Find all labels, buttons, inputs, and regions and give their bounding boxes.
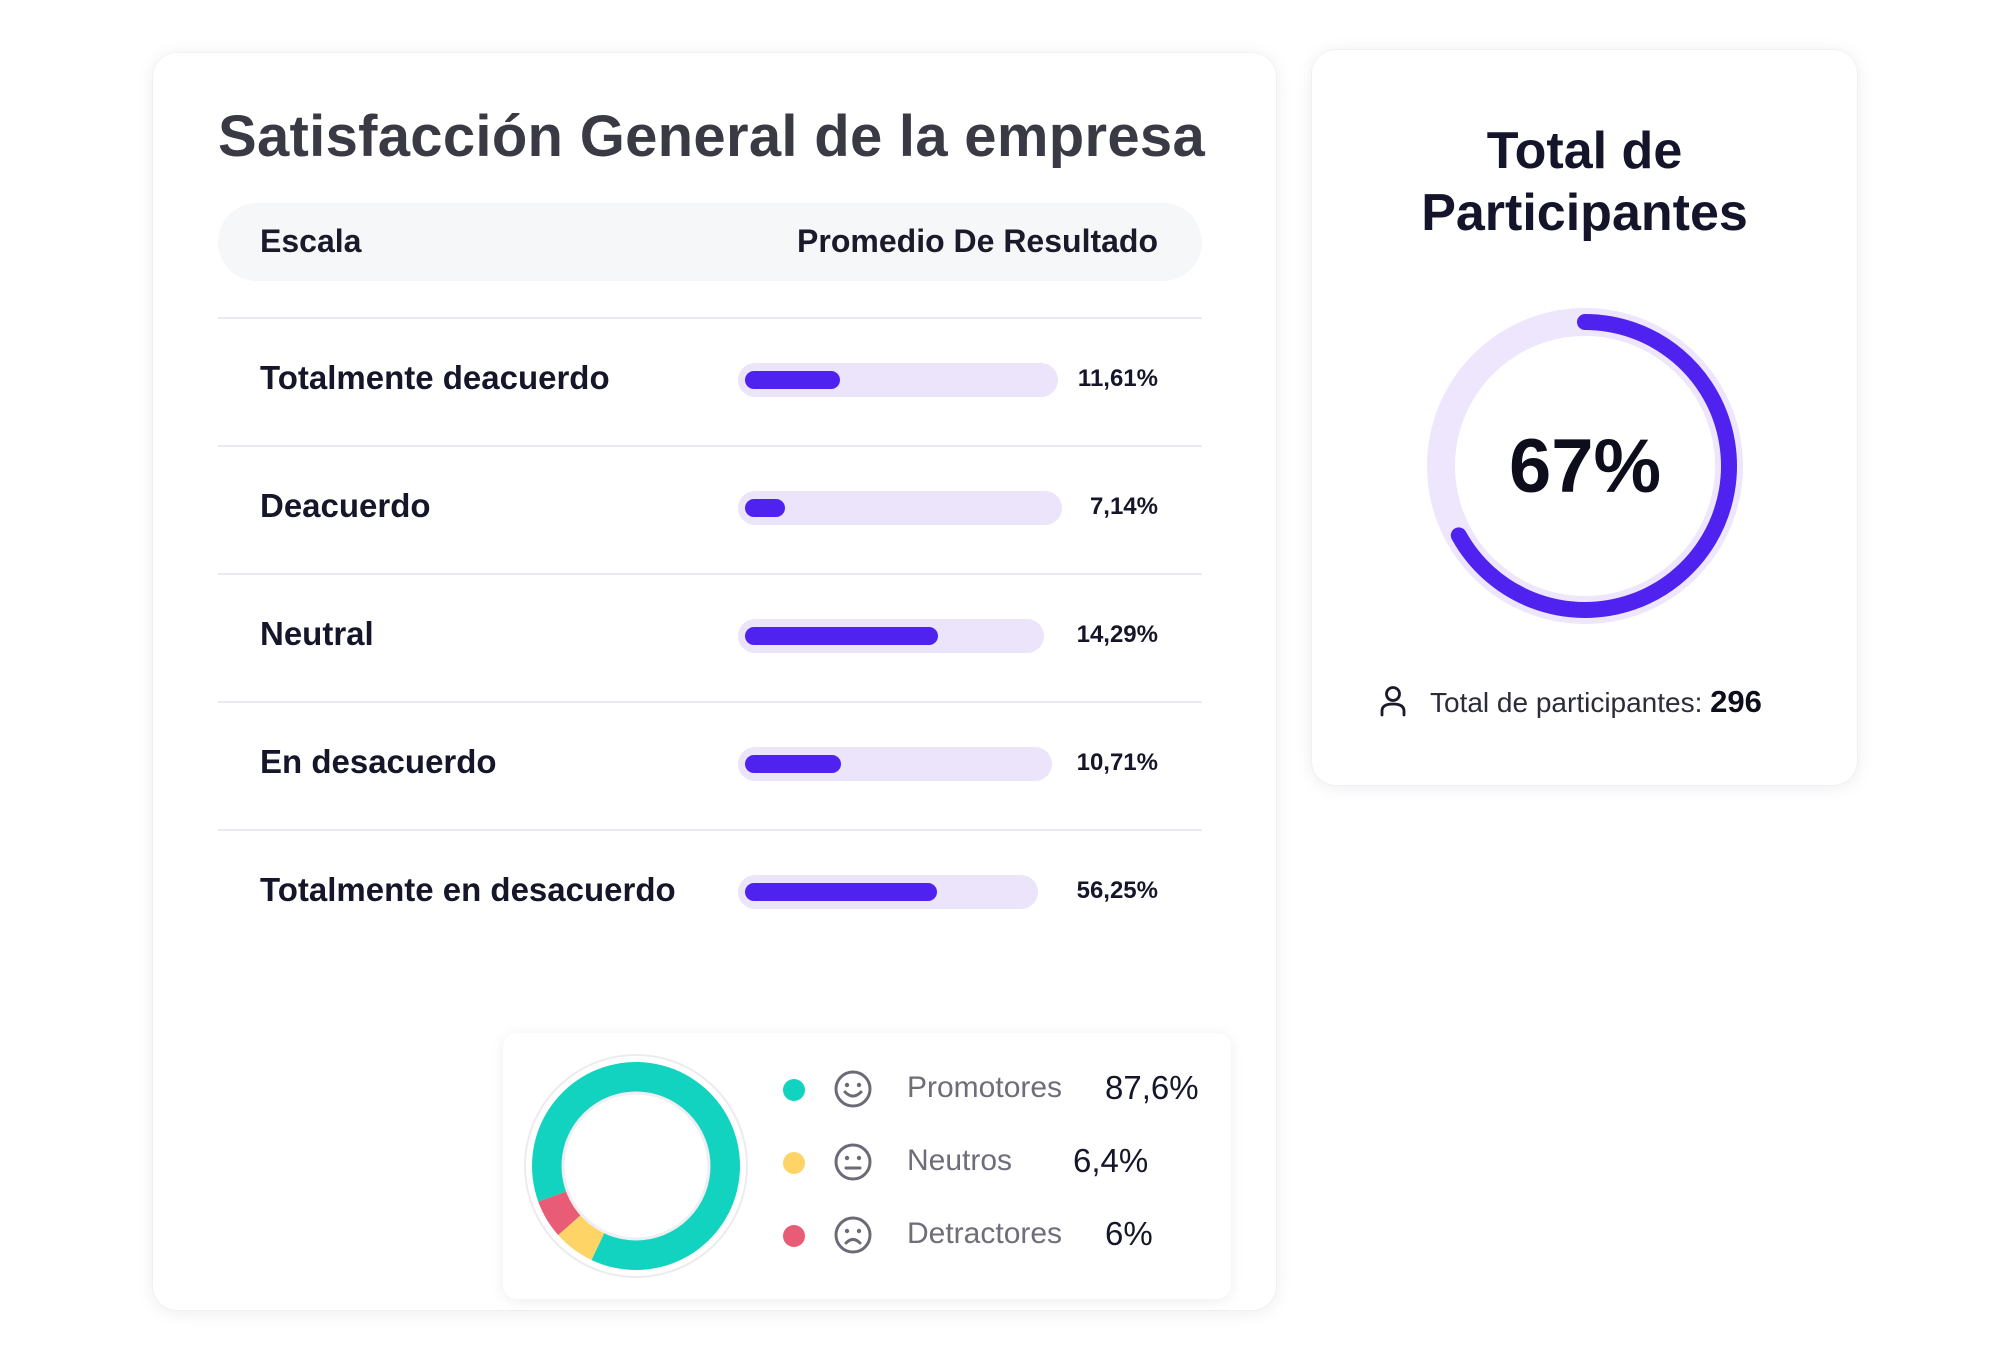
progress-fill [745,371,840,389]
progress-track [738,875,1038,909]
table-row: Neutral 14,29% [218,573,1202,701]
table-row: Deacuerdo 7,14% [218,445,1202,573]
legend-dot [783,1152,805,1174]
smile-face-icon [834,1070,872,1108]
legend-dot [783,1225,805,1247]
row-label: Totalmente en desacuerdo [260,871,676,908]
participants-title: Total de Participantes [1312,120,1857,244]
participation-percent: 67% [1508,423,1662,509]
progress-fill [745,883,937,901]
table-header: Escala Promedio De Resultado [218,203,1202,281]
legend-label: Neutros [907,1144,1013,1177]
participants-card: Total de Participantes 67% Total de part… [1312,50,1857,785]
progress-fill [745,627,938,645]
nps-summary-card: Promotores 87,6% Neutros 6,4% Detractore [503,1033,1231,1299]
table-row: En desacuerdo 10,71% [218,701,1202,829]
row-label: Totalmente deacuerdo [260,359,610,396]
participation-progress-ring [1427,308,1743,624]
legend-value: 6,4% [1073,1142,1149,1179]
participants-title-line2: Participantes [1421,184,1748,242]
table-row: Totalmente deacuerdo 11,61% [218,317,1202,445]
row-value: 11,61% [1077,365,1158,392]
progress-track [738,363,1058,397]
progress-track [738,747,1052,781]
row-value: 7,14% [1089,493,1158,520]
row-value: 10,71% [1076,749,1158,776]
row-value: 56,25% [1076,877,1158,904]
participants-count: 296 [1710,684,1762,719]
satisfaction-card: Satisfacción General de la empresa Escal… [153,53,1276,1310]
legend-value: 87,6% [1105,1069,1199,1106]
nps-donut-chart [524,1054,748,1278]
legend-dot [783,1079,805,1101]
legend-label: Detractores [907,1217,1063,1250]
participants-title-line1: Total de [1486,122,1683,180]
nps-segment-detractores [538,1190,582,1236]
row-label: Neutral [260,615,374,652]
column-header-average: Promedio De Resultado [797,223,1158,259]
progress-track [738,491,1062,525]
progress-arc [1450,314,1737,618]
neutral-face-icon [834,1143,872,1181]
user-icon [1380,686,1406,717]
row-value: 14,29% [1076,621,1158,648]
progress-track [738,619,1044,653]
row-label: Deacuerdo [260,487,431,524]
sad-face-icon [834,1216,872,1254]
table-row: Totalmente en desacuerdo 56,25% [218,829,1202,957]
legend-value: 6% [1105,1215,1153,1252]
results-table: Totalmente deacuerdo 11,61% Deacuerdo 7,… [218,317,1202,957]
legend-label: Promotores [907,1071,1063,1104]
participants-count-label: Total de participantes: 296 [1430,684,1762,719]
progress-fill [745,755,841,773]
card-title: Satisfacción General de la empresa [218,104,1205,169]
column-header-scale: Escala [260,223,362,259]
row-label: En desacuerdo [260,743,497,780]
progress-fill [745,499,785,517]
